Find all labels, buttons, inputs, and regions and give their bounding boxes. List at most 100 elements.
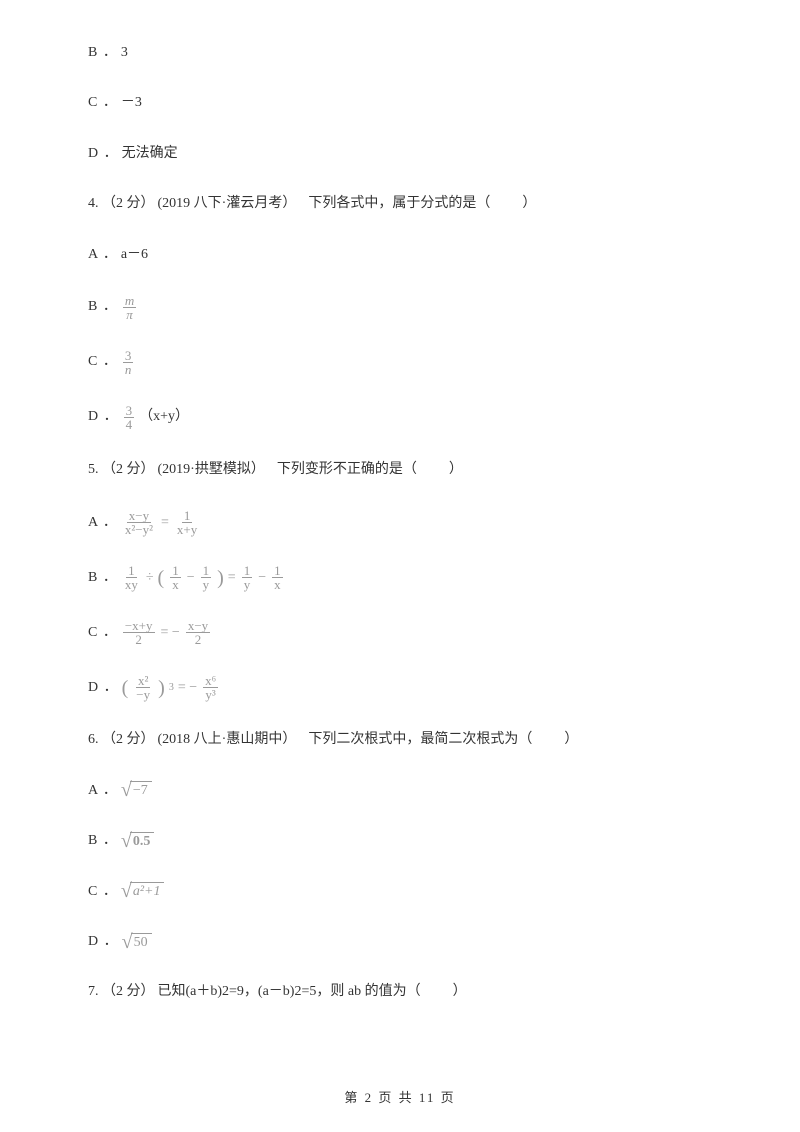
exam-page: B ． 3 C ． －3 D ． 无法确定 4. （2 分） (2019 八下·… (0, 0, 800, 1132)
stem-prefix: 7. （2 分） (88, 981, 155, 1003)
q6-option-c: C ． √ a²+1 (88, 881, 712, 903)
operator: − (258, 567, 266, 589)
fraction-numerator: −x+y (123, 619, 155, 633)
q4-stem: 4. （2 分） (2019 八下·灌云月考） 下列各式中，属于分式的是（ ） (88, 193, 712, 215)
fraction: m π (123, 294, 136, 321)
fraction: 3 4 (124, 404, 135, 431)
stem-source: (2018 八上·惠山期中） (158, 729, 297, 751)
option-tail: （x+y） (139, 406, 189, 428)
q4-option-c: C ． 3 n (88, 349, 712, 376)
fraction: 3 n (123, 349, 134, 376)
option-text: 3 (121, 42, 128, 64)
stem-close: ） (522, 193, 536, 215)
option-label: A ． (88, 512, 118, 534)
q6-option-d: D ． √ 50 (88, 931, 712, 953)
equals-sign: = − (178, 677, 197, 699)
option-label: C ． (88, 351, 118, 373)
fraction-numerator: 1 (242, 564, 253, 578)
fraction-denominator: y (242, 578, 253, 591)
option-label: C ． (88, 92, 118, 114)
option-text: －3 (121, 92, 142, 114)
option-label: A ． (88, 780, 118, 802)
stem-prefix: 6. （2 分） (88, 729, 155, 751)
option-label: C ． (88, 622, 118, 644)
stem-source: (2019·拱墅模拟） (158, 459, 265, 481)
fraction-denominator: xy (123, 578, 140, 591)
q4-option-d: D ． 3 4 （x+y） (88, 404, 712, 431)
equation: x−yx²−y² = 1x+y (121, 509, 201, 536)
q7-stem: 7. （2 分） 已知(a＋b)2=9，(a－b)2=5，则 ab 的值为（ ） (88, 981, 712, 1003)
equals-sign: = (161, 512, 169, 534)
option-label: D ． (88, 677, 119, 699)
fraction-denominator: 4 (124, 418, 135, 431)
q5-option-d: D ． ( x²−y )3 = − x⁶y³ (88, 674, 712, 701)
option-label: B ． (88, 42, 118, 64)
fraction-denominator: −y (134, 688, 152, 701)
fraction-denominator: π (124, 308, 135, 321)
q5-option-a: A ． x−yx²−y² = 1x+y (88, 509, 712, 536)
equation: 1xy ÷ ( 1x − 1y ) = 1y − 1x (121, 564, 285, 591)
stem-close: ） (564, 729, 578, 751)
fraction-numerator: x−y (127, 509, 151, 523)
option-label: D ． (88, 406, 119, 428)
option-label: B ． (88, 830, 118, 852)
stem-prefix: 4. （2 分） (88, 193, 155, 215)
stem-close: ） (453, 981, 467, 1003)
option-label: D ． (88, 143, 119, 165)
fraction-denominator: y (201, 578, 212, 591)
fraction-numerator: m (123, 294, 136, 308)
option-label: B ． (88, 296, 118, 318)
square-root: √ 0.5 (121, 832, 154, 851)
page-footer: 第 2 页 共 11 页 (0, 1087, 800, 1106)
fraction-numerator: x² (136, 674, 150, 688)
stem-close: ） (449, 459, 463, 481)
fraction-denominator: x (170, 578, 181, 591)
equals-sign: = − (161, 622, 180, 644)
radicand: 0.5 (130, 832, 155, 851)
option-label: B ． (88, 567, 118, 589)
stem-prefix: 5. （2 分） (88, 459, 155, 481)
operator: − (187, 567, 195, 589)
fraction-numerator: x⁶ (203, 674, 218, 688)
fraction-numerator: 1 (170, 564, 181, 578)
paren-open: ( (158, 568, 165, 588)
stem-body: 下列二次根式中，最简二次根式为（ (308, 729, 532, 751)
q3-option-c: C ． －3 (88, 92, 712, 114)
square-root: √ a²+1 (121, 882, 165, 901)
fraction-numerator: 1 (182, 509, 193, 523)
fraction-numerator: 1 (272, 564, 283, 578)
fraction-denominator: 2 (133, 633, 144, 646)
paren-close: ) (217, 568, 224, 588)
equals-sign: = (228, 567, 236, 589)
paren-close: ) (158, 678, 165, 698)
fraction-numerator: 1 (126, 564, 137, 578)
stem-source: (2019 八下·灌云月考） (158, 193, 297, 215)
q6-stem: 6. （2 分） (2018 八上·惠山期中） 下列二次根式中，最简二次根式为（… (88, 729, 712, 751)
stem-body: 已知(a＋b)2=9，(a－b)2=5，则 ab 的值为（ (158, 981, 421, 1003)
fraction-denominator: 2 (193, 633, 204, 646)
q6-option-b: B ． √ 0.5 (88, 830, 712, 852)
q3-option-b: B ． 3 (88, 42, 712, 64)
fraction-denominator: n (123, 363, 134, 376)
option-text: 无法确定 (122, 143, 178, 165)
fraction-numerator: 1 (201, 564, 212, 578)
equation: −x+y2 = − x−y2 (121, 619, 212, 646)
fraction-numerator: x−y (186, 619, 210, 633)
fraction-denominator: y³ (203, 688, 217, 701)
fraction-numerator: 3 (123, 349, 134, 363)
paren-open: ( (122, 678, 129, 698)
fraction-denominator: x+y (175, 523, 199, 536)
square-root: √ −7 (121, 781, 152, 800)
q5-option-b: B ． 1xy ÷ ( 1x − 1y ) = 1y − 1x (88, 564, 712, 591)
option-label: D ． (88, 931, 119, 953)
radicand: 50 (131, 933, 152, 952)
option-label: A ． (88, 244, 118, 266)
q3-option-d: D ． 无法确定 (88, 143, 712, 165)
q6-option-a: A ． √ −7 (88, 780, 712, 802)
stem-body: 下列变形不正确的是（ (277, 459, 417, 481)
fraction-numerator: 3 (124, 404, 135, 418)
q4-option-a: A ． a－6 (88, 244, 712, 266)
option-text: a－6 (121, 244, 148, 266)
fraction-denominator: x (272, 578, 283, 591)
page-number: 第 2 页 共 11 页 (344, 1090, 455, 1105)
